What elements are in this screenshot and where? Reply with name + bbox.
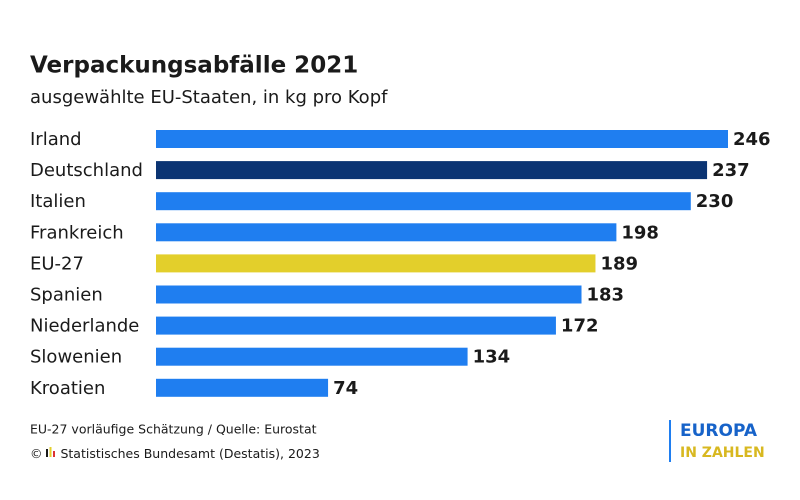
value-label: 237: [712, 160, 750, 181]
category-label: Niederlande: [30, 316, 139, 337]
copyright: © Statistisches Bundesamt (Destatis), 20…: [30, 446, 320, 461]
bar: [156, 285, 582, 304]
value-label: 189: [600, 253, 638, 274]
bar: [156, 223, 617, 242]
bar: [156, 161, 708, 180]
chart-title: Verpackungsabfälle 2021: [30, 53, 358, 79]
logo-line1: EUROPA: [680, 421, 758, 441]
category-label: Irland: [30, 129, 82, 150]
value-label: 74: [333, 378, 358, 399]
footnote: EU-27 vorläufige Schätzung / Quelle: Eur…: [30, 422, 317, 437]
bar: [156, 130, 728, 148]
destatis-icon: [46, 447, 55, 457]
category-label: Frankreich: [30, 222, 124, 243]
value-label: 230: [696, 191, 734, 212]
value-label: 134: [473, 347, 511, 368]
bar: [156, 378, 329, 397]
logo-line2: IN ZAHLEN: [680, 445, 765, 461]
chart-subtitle: ausgewählte EU-Staaten, in kg pro Kopf: [30, 87, 388, 108]
value-label: 246: [733, 129, 771, 150]
category-label: Italien: [30, 191, 86, 212]
bar: [156, 347, 468, 366]
value-label: 198: [621, 222, 659, 243]
value-label: 183: [587, 285, 625, 306]
bar: [156, 316, 556, 335]
value-label: 172: [561, 316, 599, 337]
category-label: EU-27: [30, 253, 84, 274]
category-label: Kroatien: [30, 378, 105, 399]
bar: [156, 192, 691, 211]
category-label: Slowenien: [30, 347, 122, 368]
category-label: Deutschland: [30, 160, 143, 181]
bar: [156, 254, 596, 273]
category-label: Spanien: [30, 285, 103, 306]
